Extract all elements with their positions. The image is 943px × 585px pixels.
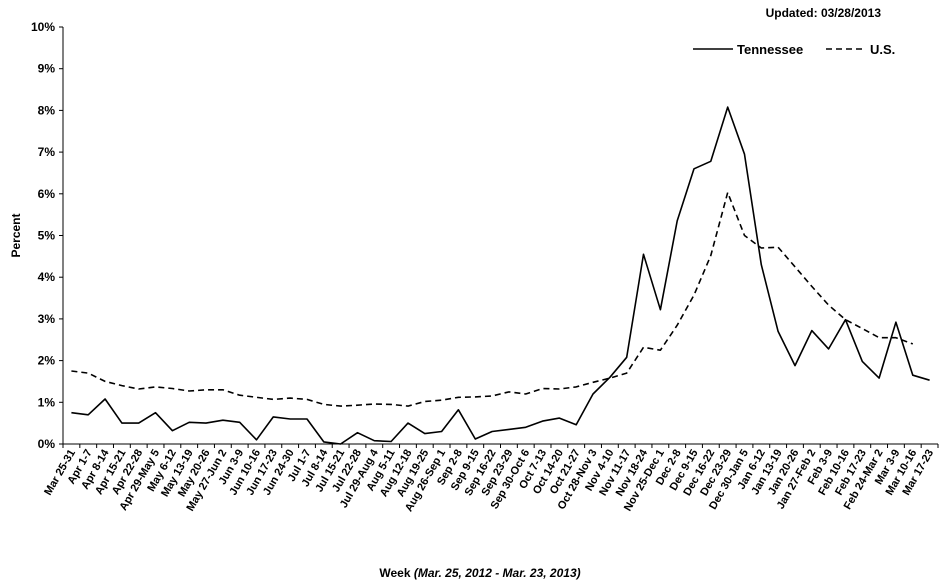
y-tick-label: 7% [38, 145, 56, 159]
y-tick-label: 6% [38, 187, 56, 201]
y-tick-label: 4% [38, 270, 56, 284]
y-tick-label: 5% [38, 229, 56, 243]
x-axis-title: Week (Mar. 25, 2012 - Mar. 23, 2013) [379, 566, 580, 580]
y-tick-label: 1% [38, 395, 56, 409]
y-tick-label: 2% [38, 354, 56, 368]
y-tick-label: 0% [38, 437, 56, 451]
y-tick-label: 3% [38, 312, 56, 326]
y-tick-label: 10% [31, 20, 55, 34]
series-line-u-s [71, 191, 914, 407]
legend-label: Tennessee [737, 42, 803, 57]
legend-label: U.S. [870, 42, 895, 57]
y-tick-label: 8% [38, 103, 56, 117]
y-axis-title: Percent [9, 213, 23, 257]
updated-date: Updated: 03/28/2013 [765, 6, 881, 20]
y-tick-label: 9% [38, 62, 56, 76]
series-line-tennessee [71, 106, 930, 445]
